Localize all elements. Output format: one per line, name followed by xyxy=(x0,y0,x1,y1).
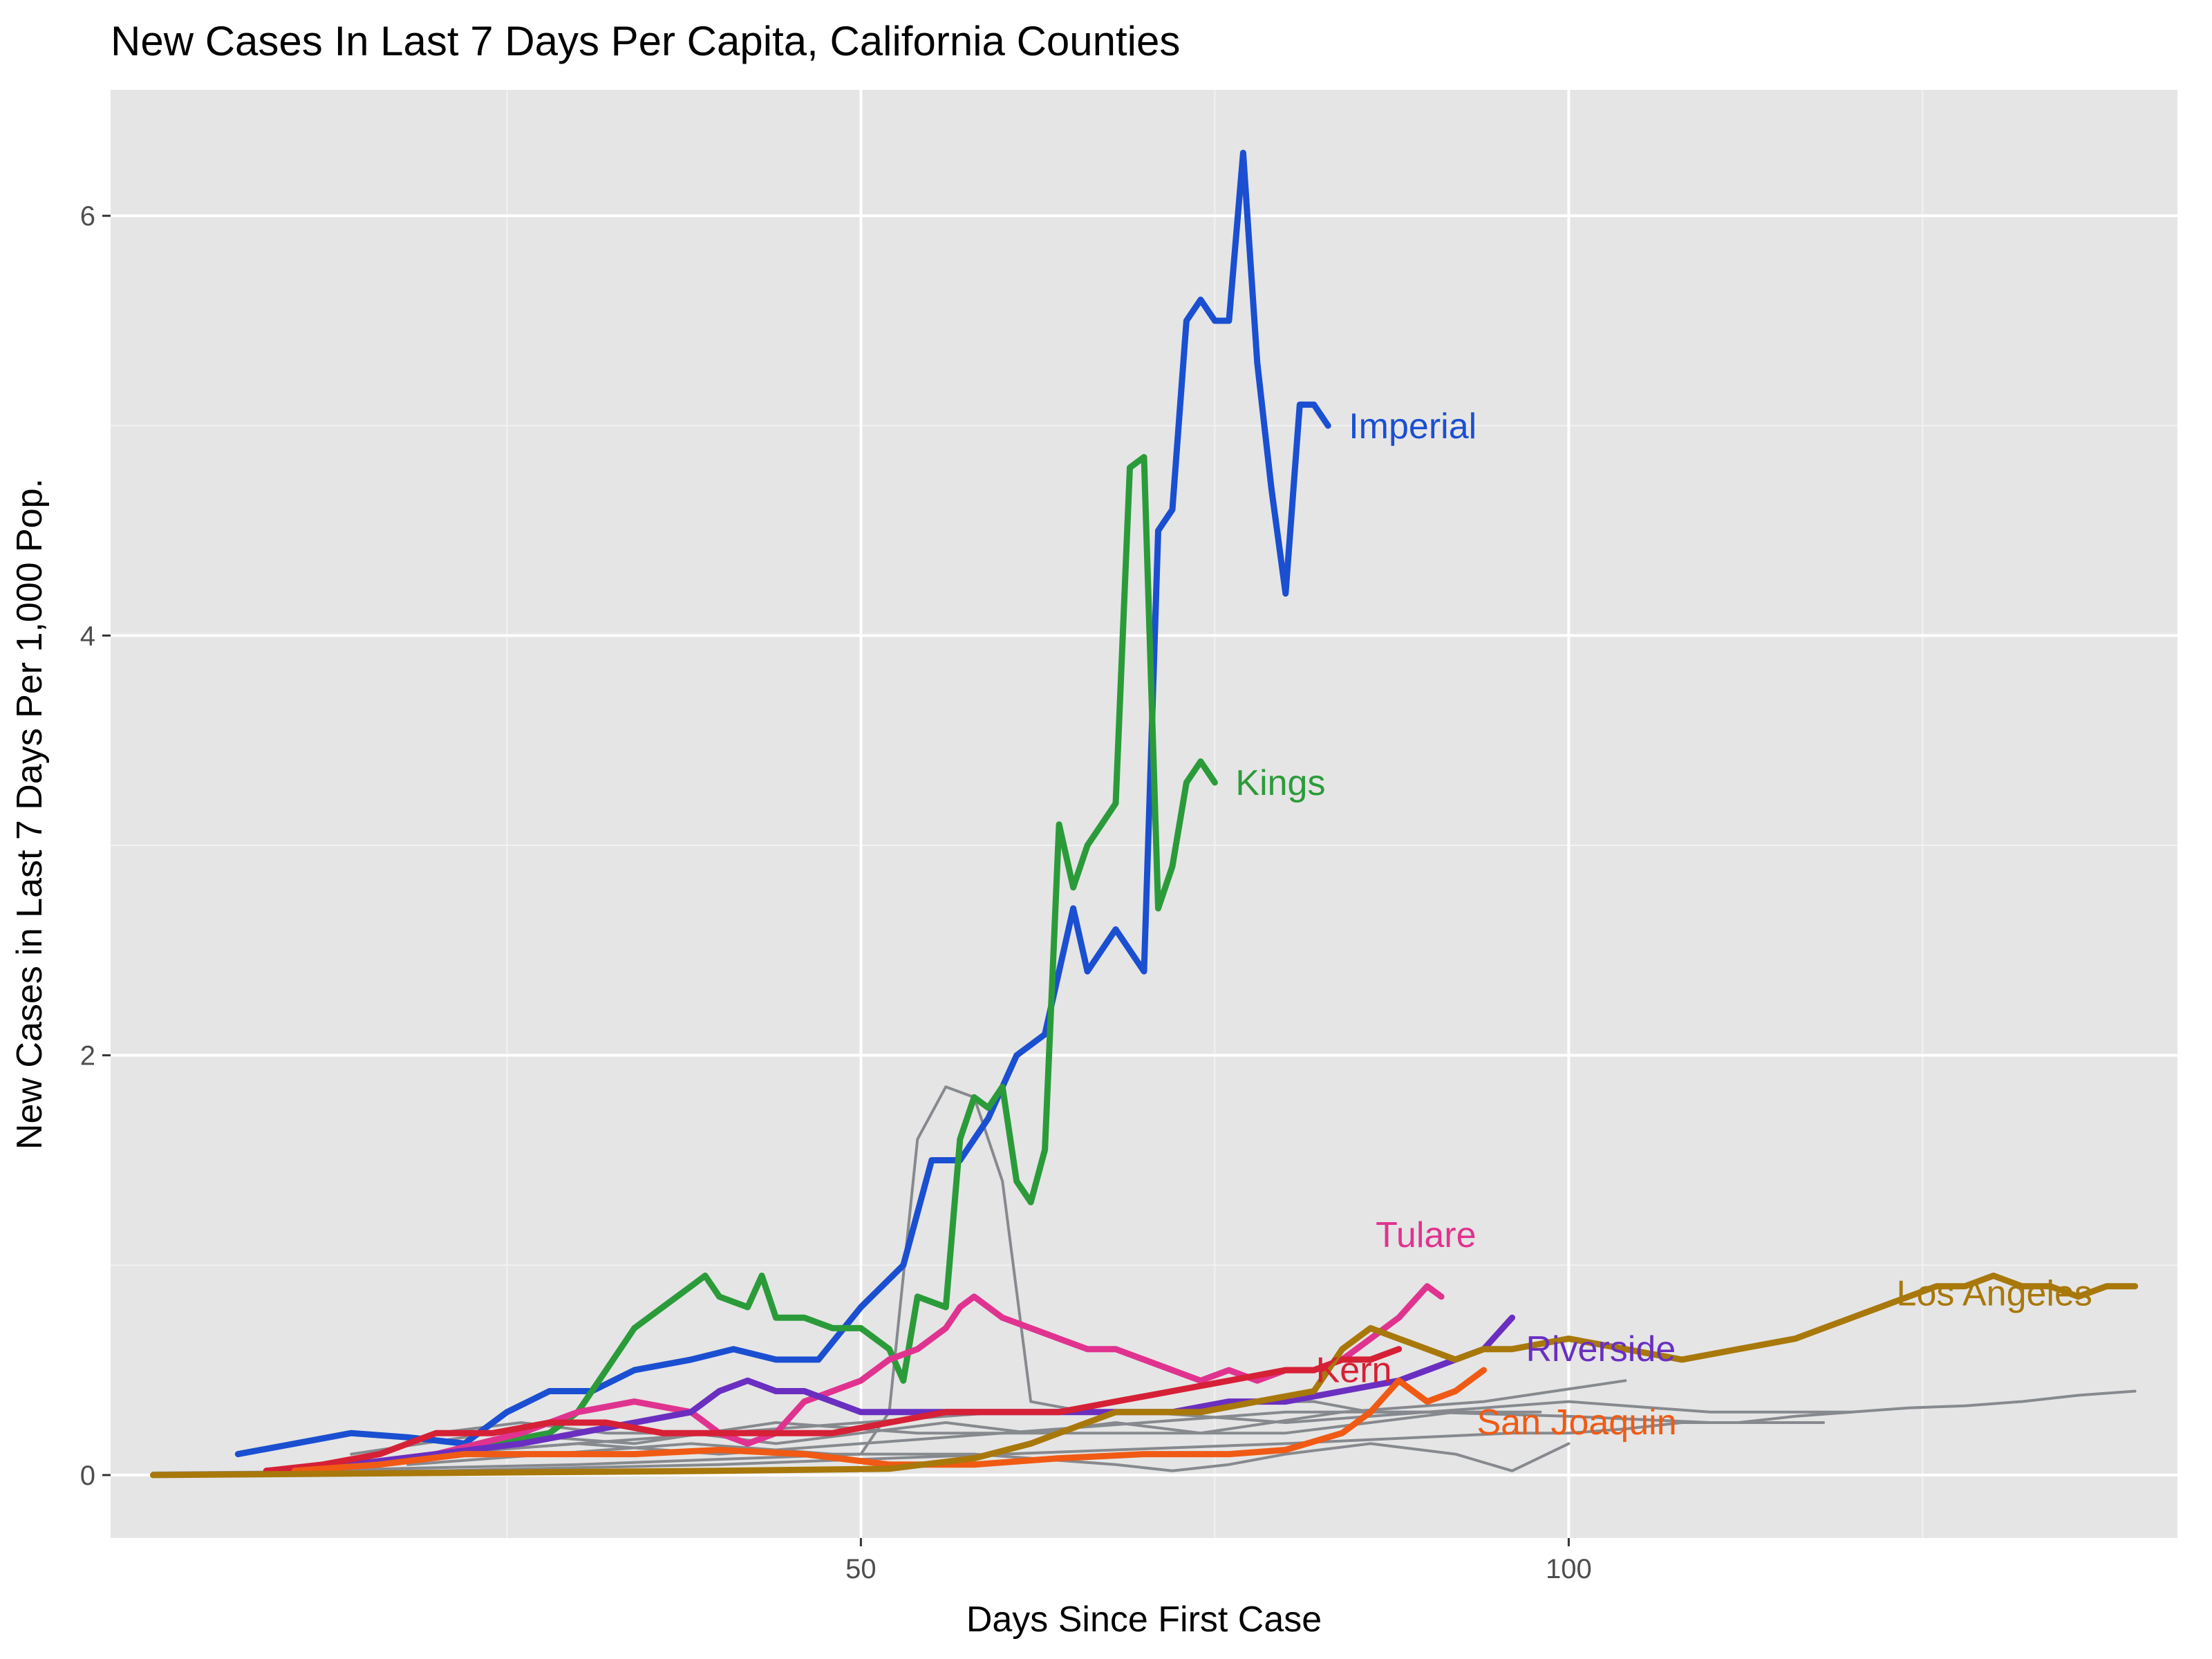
series-label-tulare: Tulare xyxy=(1376,1215,1476,1255)
y-tick-label: 0 xyxy=(80,1461,95,1491)
series-labels: Imperial Kings Tulare Riverside Kern San Joaq… xyxy=(1235,406,2092,1443)
axis-ticks: 50 100 0 2 4 6 xyxy=(80,201,1592,1584)
series-label-kern: Kern xyxy=(1316,1351,1392,1391)
series-label-kings: Kings xyxy=(1235,763,1325,803)
series-line-los-angeles xyxy=(149,1273,2139,1479)
series-line-san-joaquin xyxy=(291,1367,1487,1474)
series-line-imperial xyxy=(234,149,1331,1458)
y-axis-title: New Cases in Last 7 Days Per 1,000 Pop. xyxy=(10,478,50,1150)
series-line-other-county xyxy=(406,1442,1571,1472)
x-tick-label: 50 xyxy=(845,1554,877,1584)
minor-gridlines xyxy=(111,90,2177,1538)
y-tick-label: 2 xyxy=(80,1041,95,1071)
series-lines xyxy=(149,149,2139,1479)
chart-title: New Cases In Last 7 Days Per Capita, Cal… xyxy=(111,18,1180,64)
series-label-riverside: Riverside xyxy=(1526,1329,1676,1369)
y-tick-label: 4 xyxy=(80,621,95,651)
x-tick-label: 100 xyxy=(1546,1554,1592,1584)
plot-background xyxy=(111,90,2177,1538)
series-line-kern xyxy=(263,1346,1403,1474)
series-label-imperial: Imperial xyxy=(1349,406,1477,447)
series-line-riverside xyxy=(263,1314,1515,1474)
series-label-san-joaquin: San Joaquin xyxy=(1477,1403,1677,1443)
series-line-other-county xyxy=(350,1410,1542,1466)
series-line-kings xyxy=(433,453,1218,1458)
x-axis-title: Days Since First Case xyxy=(966,1600,1322,1640)
y-tick-label: 6 xyxy=(80,201,95,232)
series-label-los-angeles: Los Angeles xyxy=(1897,1274,2092,1314)
major-gridlines xyxy=(111,90,2177,1538)
